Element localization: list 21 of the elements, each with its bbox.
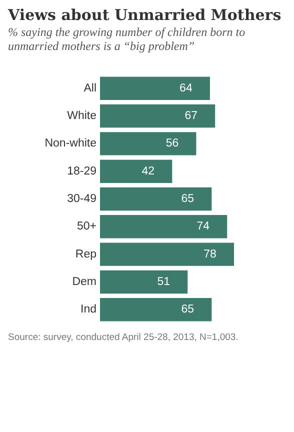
source-note: Source: survey, conducted April 25-28, 2013, N=1,003. [8,332,240,343]
data-label: 78 [204,248,216,260]
y-tick-label: 50+ [76,220,97,233]
y-tick-label: Rep [75,248,96,260]
data-label: 51 [157,276,170,288]
y-tick-label: 18-29 [67,165,96,178]
y-tick-label: All [84,82,96,94]
data-label: 64 [180,82,193,94]
data-label: 65 [181,304,194,316]
y-tick-label: White [67,110,96,122]
data-label: 56 [166,138,179,150]
data-label: 42 [142,165,155,178]
y-tick-label: Dem [72,276,96,288]
chart-title: Views about Unmarried Mothers [7,6,282,24]
y-tick-label: Ind [80,304,96,316]
data-label: 74 [196,220,210,233]
data-label: 67 [184,110,198,122]
y-tick-label: Non-white [44,138,96,150]
data-label: 65 [181,193,194,205]
chart-subtitle: % saying the growing number of children born to unmarried mothers is a “big problem” [8,25,246,53]
y-tick-label: 30-49 [67,193,96,205]
